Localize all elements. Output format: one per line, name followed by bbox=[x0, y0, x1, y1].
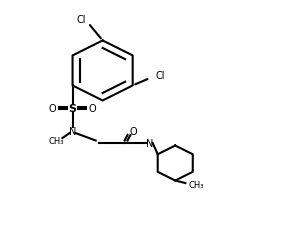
Text: N: N bbox=[69, 126, 76, 136]
Text: Cl: Cl bbox=[76, 15, 86, 25]
Text: N: N bbox=[145, 138, 153, 148]
Text: O: O bbox=[89, 104, 97, 114]
Text: S: S bbox=[69, 104, 77, 114]
Text: Cl: Cl bbox=[155, 71, 165, 81]
Text: CH₃: CH₃ bbox=[49, 137, 65, 145]
Text: O: O bbox=[129, 126, 137, 136]
Text: O: O bbox=[48, 104, 56, 114]
Text: CH₃: CH₃ bbox=[188, 180, 204, 189]
